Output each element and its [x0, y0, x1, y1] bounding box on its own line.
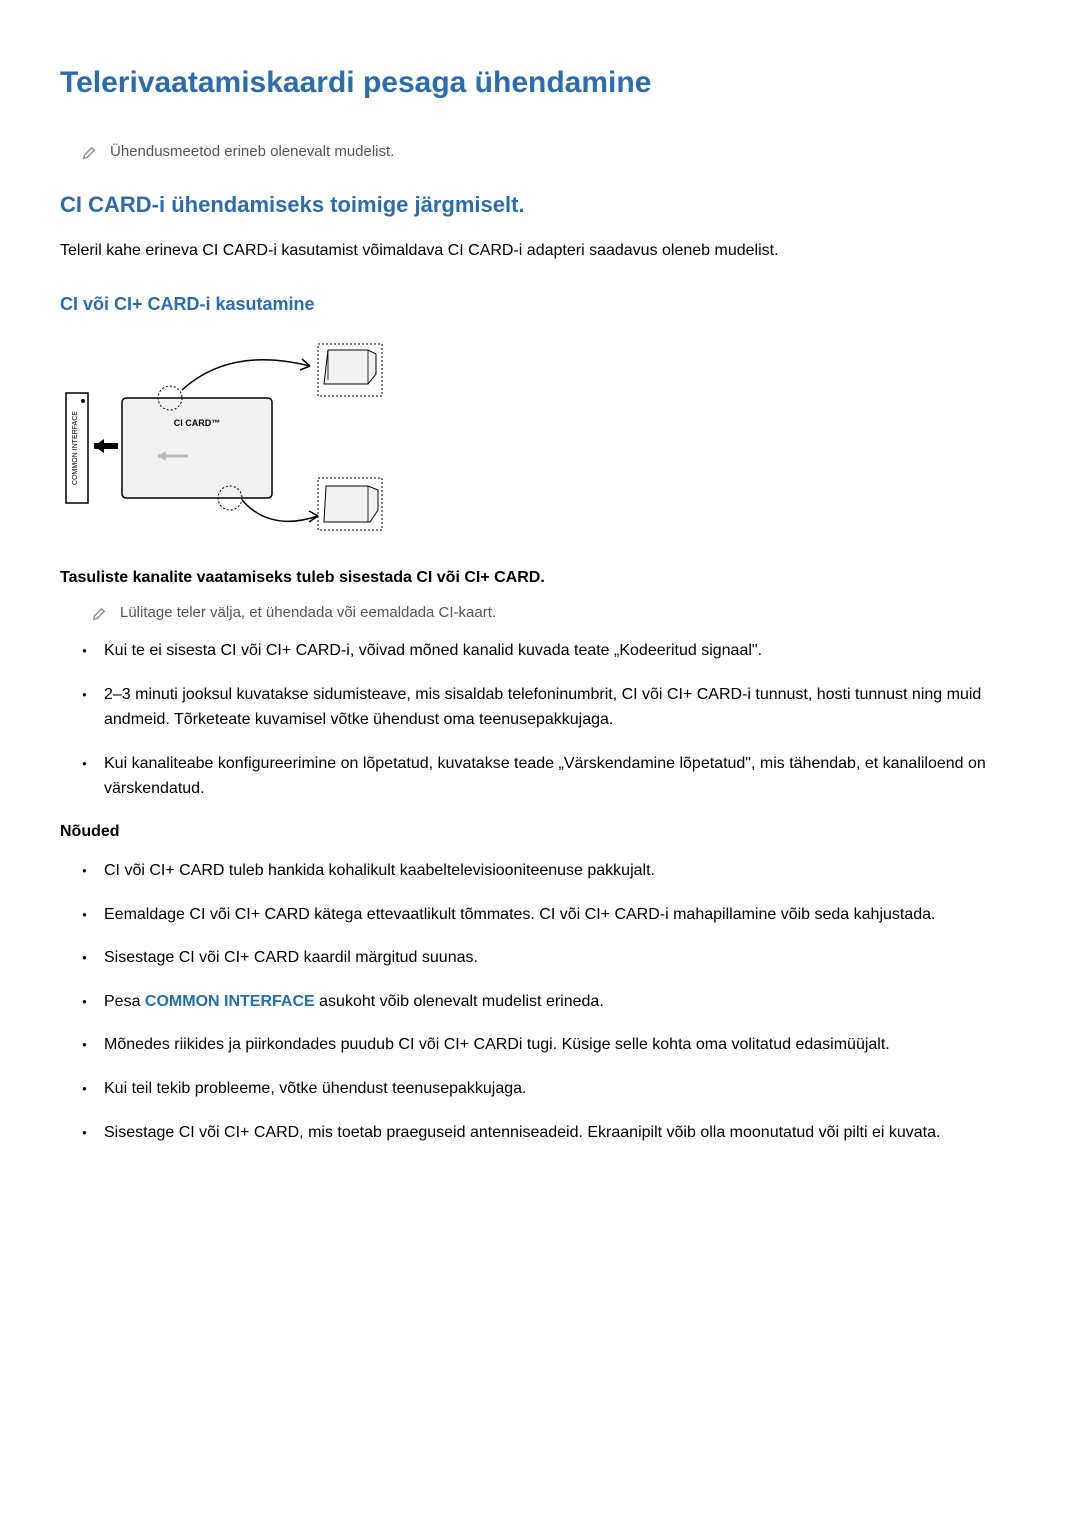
inner-note-row: Lülitage teler välja, et ühendada või ee…: [60, 602, 1020, 625]
list-item: Pesa COMMON INTERFACE asukoht võib olene…: [104, 989, 1020, 1015]
list-item: Mõnedes riikides ja piirkondades puudub …: [104, 1032, 1020, 1058]
pencil-icon: [82, 144, 96, 158]
main-bullet-list: Kui te ei sisesta CI või CI+ CARD-i, või…: [60, 638, 1020, 802]
requirements-title: Nõuded: [60, 820, 1020, 844]
section1-heading: CI CARD-i ühendamiseks toimige järgmisel…: [60, 188, 1020, 221]
list-item: Kui teil tekib probleeme, võtke ühendust…: [104, 1076, 1020, 1102]
bold-instruction: Tasuliste kanalite vaatamiseks tuleb sis…: [60, 566, 1020, 590]
requirements-list: CI või CI+ CARD tuleb hankida kohalikult…: [60, 858, 1020, 1145]
diagram-card-label: CI CARD™: [174, 418, 221, 428]
pencil-icon: [92, 605, 106, 619]
page-title: Telerivaatamiskaardi pesaga ühendamine: [60, 60, 1020, 105]
text-pre: Pesa: [104, 993, 145, 1010]
list-item: Sisestage CI või CI+ CARD kaardil märgit…: [104, 945, 1020, 971]
text-post: asukoht võib olenevalt mudelist erineda.: [315, 993, 604, 1010]
ci-card-diagram: COMMON INTERFACE CI CARD™: [60, 338, 1020, 546]
list-item: 2–3 minuti jooksul kuvatakse sidumisteav…: [104, 682, 1020, 733]
top-note-row: Ühendusmeetod erineb olenevalt mudelist.: [60, 141, 1020, 164]
list-item: Kui te ei sisesta CI või CI+ CARD-i, või…: [104, 638, 1020, 664]
list-item: Eemaldage CI või CI+ CARD kätega ettevaa…: [104, 902, 1020, 928]
inner-note-text: Lülitage teler välja, et ühendada või ee…: [120, 602, 496, 625]
list-item: Kui kanaliteabe konfigureerimine on lõpe…: [104, 751, 1020, 802]
top-note-text: Ühendusmeetod erineb olenevalt mudelist.: [110, 141, 394, 164]
section1-subheading: CI või CI+ CARD-i kasutamine: [60, 291, 1020, 318]
list-item: CI või CI+ CARD tuleb hankida kohalikult…: [104, 858, 1020, 884]
section1-intro: Teleril kahe erineva CI CARD-i kasutamis…: [60, 239, 1020, 263]
highlight-common-interface: COMMON INTERFACE: [145, 993, 315, 1010]
list-item: Sisestage CI või CI+ CARD, mis toetab pr…: [104, 1120, 1020, 1146]
diagram-slot-label: COMMON INTERFACE: [72, 410, 79, 484]
